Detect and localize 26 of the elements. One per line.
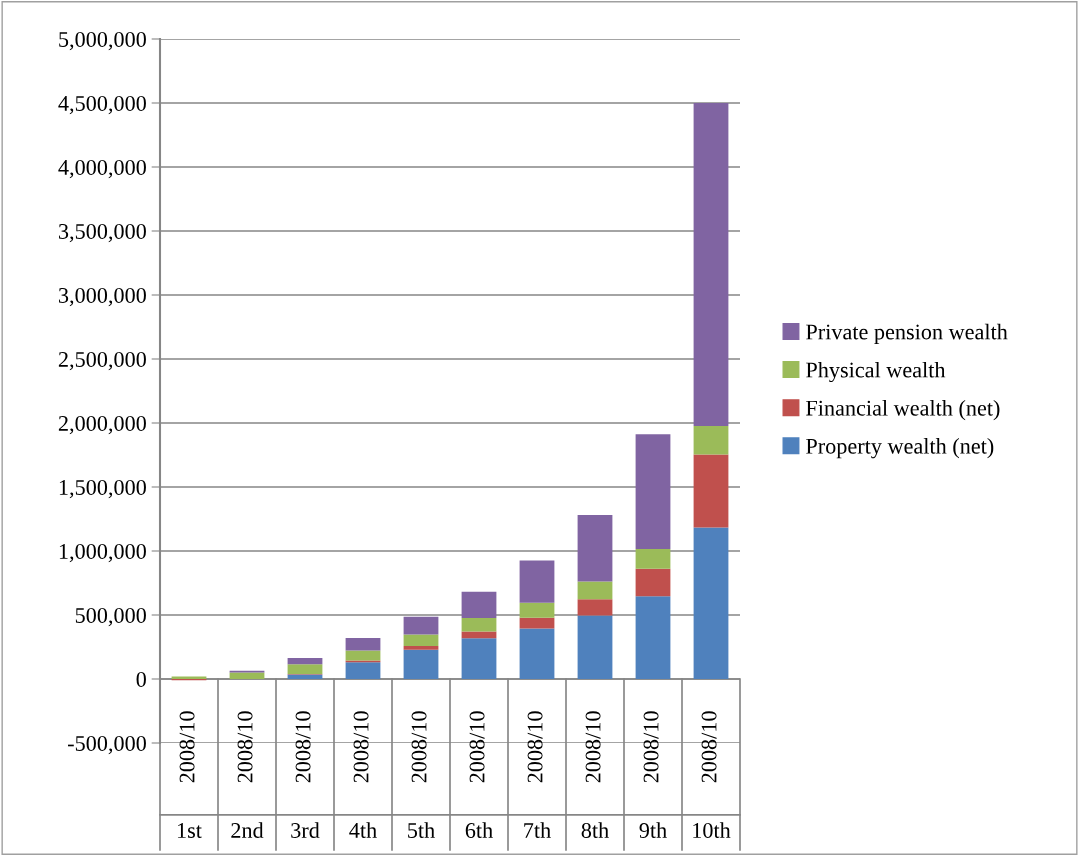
y-tick-label: 2,500,000 [58,351,146,371]
category-label: 2008/10 7th [524,711,551,838]
category-label: 2008/10 10th [693,711,731,838]
y-tick-label: 0 [136,671,146,687]
legend-label: Property wealth (net) [806,438,994,459]
category-label: 2008/10 5th [408,711,435,838]
category-label: 2008/10 4th [349,711,377,838]
y-tick-label: 3,500,000 [58,223,146,243]
y-tick-label: 3,000,000 [58,287,146,307]
category-label: 2008/10 6th [465,711,493,838]
category-label: 2008/10 1st [177,711,202,838]
category-label: 2008/10 9th [639,711,667,838]
y-tick-label: 500,000 [75,607,146,627]
y-tick-label: 4,500,000 [58,95,146,115]
category-label: 2008/10 8th [581,711,609,838]
y-tick-label: -500,000 [68,735,146,755]
legend-label: Private pension wealth [806,323,1008,344]
category-label: 2008/10 3rd [291,711,320,838]
y-tick-label: 4,000,000 [58,159,146,179]
y-tick-label: 1,000,000 [59,543,146,563]
category-label: 2008/10 2nd [231,711,264,838]
legend-label: Financial wealth (net) [806,400,1000,421]
y-tick-label: 1,500,000 [59,479,146,499]
y-tick-label: 2,000,000 [58,415,146,435]
legend-label: Physical wealth [806,361,946,383]
y-tick-label: 5,000,000 [59,31,146,51]
